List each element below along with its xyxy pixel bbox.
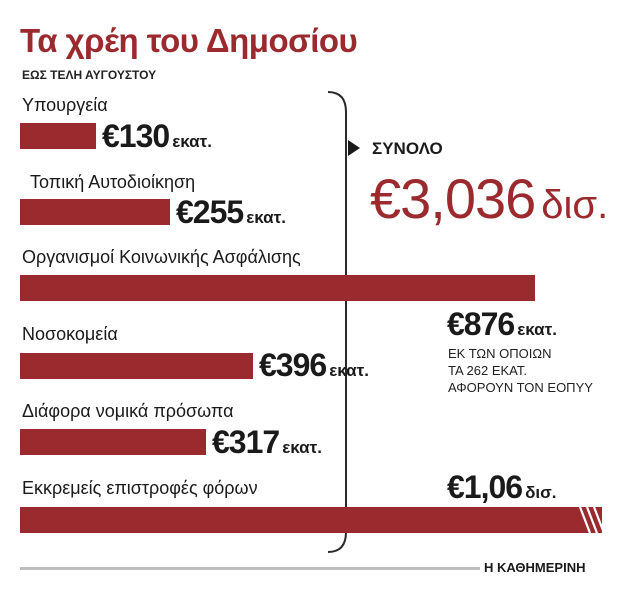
eopyy-note-line: ΕΚ ΤΩΝ ΟΠΟΙΩΝ xyxy=(448,346,552,361)
value-unit: δισ. xyxy=(525,483,557,502)
bar xyxy=(20,353,253,379)
bar-break-marks xyxy=(578,507,606,533)
value-unit: εκατ. xyxy=(246,208,286,227)
total-value: €3,036 δισ. xyxy=(370,166,608,231)
bar xyxy=(20,275,535,301)
break-line xyxy=(592,507,606,533)
value-unit: εκατ. xyxy=(282,438,322,457)
source-credit: Η ΚΑΘΗΜΕΡΙΝΗ xyxy=(484,560,586,575)
category-label: Εκκρεμείς επιστροφές φόρων xyxy=(22,478,258,498)
value-number: €876 xyxy=(447,306,515,342)
value-number: €396 xyxy=(259,347,327,383)
bar xyxy=(20,507,602,533)
value-label: €130 εκατ. xyxy=(102,118,212,155)
value-number: €317 xyxy=(212,424,280,460)
value-unit: εκατ. xyxy=(172,132,212,151)
bar xyxy=(20,199,170,225)
total-label: ΣΥΝΟΛΟ xyxy=(372,139,443,158)
value-number: €255 xyxy=(176,194,244,230)
footer-rule xyxy=(20,567,480,570)
value-unit: εκατ. xyxy=(517,320,557,339)
eopyy-note-line: ΑΦΟΡΟΥΝ ΤΟΝ ΕΟΠΥΥ xyxy=(448,380,593,395)
category-label: Διάφορα νομικά πρόσωπα xyxy=(22,401,234,421)
break-line xyxy=(585,507,599,533)
value-label: €255 εκατ. xyxy=(176,194,286,231)
total-value-unit: δισ. xyxy=(541,183,609,227)
value-label: €1,06 δισ. xyxy=(447,469,556,506)
value-label: €876 εκατ. xyxy=(447,306,557,343)
value-number: €130 xyxy=(102,118,170,154)
chart-title: Τα χρέη του Δημοσίου xyxy=(20,22,358,59)
brace-bracket xyxy=(327,91,347,553)
chart-subtitle: ΕΩΣ ΤΕΛΗ ΑΥΓΟΥΣΤΟΥ xyxy=(22,68,157,82)
eopyy-note-line: ΤΑ 262 ΕΚΑΤ. xyxy=(448,363,528,378)
bar xyxy=(20,123,96,149)
category-label: Οργανισμοί Κοινωνικής Ασφάλισης xyxy=(22,247,301,267)
category-label: Νοσοκομεία xyxy=(22,324,118,344)
bar xyxy=(20,429,206,455)
value-label: €317 εκατ. xyxy=(212,424,322,461)
category-label: Τοπική Αυτοδιοίκηση xyxy=(30,172,196,192)
value-unit: εκατ. xyxy=(329,361,369,380)
total-pointer-arrow xyxy=(348,140,360,156)
value-number: €1,06 xyxy=(447,469,523,505)
category-label: Υπουργεία xyxy=(22,95,108,115)
value-label: €396 εκατ. xyxy=(259,347,369,384)
total-value-number: €3,036 xyxy=(370,167,536,230)
break-line xyxy=(578,507,592,533)
eopyy-note: ΕΚ ΤΩΝ ΟΠΟΙΩΝ ΤΑ 262 ΕΚΑΤ. ΑΦΟΡΟΥΝ ΤΟΝ Ε… xyxy=(448,345,593,396)
